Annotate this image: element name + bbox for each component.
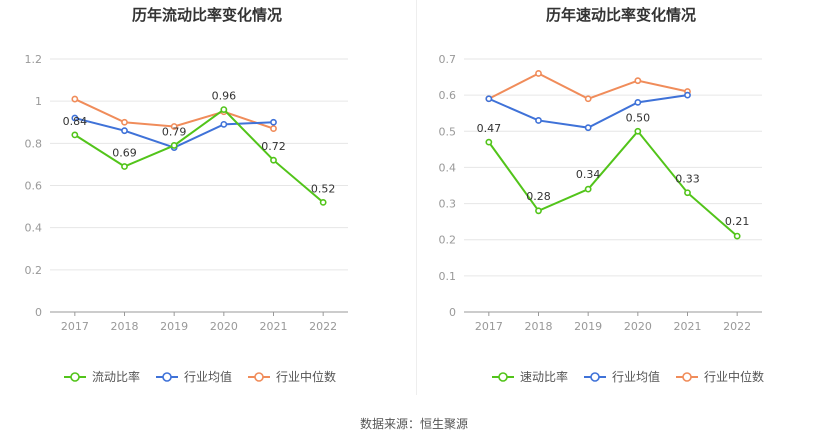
data-point xyxy=(71,95,79,103)
data-point xyxy=(270,125,277,132)
data-point xyxy=(121,163,128,170)
y-tick-label: 0.6 xyxy=(439,89,457,102)
legend-label: 行业中位数 xyxy=(276,369,336,384)
data-point xyxy=(584,185,592,193)
x-tick-label: 2022 xyxy=(309,320,337,333)
data-label: 0.33 xyxy=(675,173,700,186)
quick-ratio-panel: 历年速动比率变化情况 0 0.1 0.2 0.3 0.4 0.5 0.6 0.7 2017 201… xyxy=(414,0,828,400)
data-point xyxy=(71,131,79,139)
y-tick-label: 0.4 xyxy=(439,161,457,174)
data-point xyxy=(684,189,691,197)
legend-label: 行业均值 xyxy=(612,369,660,384)
y-tick-label: 0.1 xyxy=(439,270,457,283)
data-point xyxy=(634,127,642,135)
x-tick-label: 2018 xyxy=(111,320,139,333)
x-tick-label: 2019 xyxy=(160,320,188,333)
legend-marker xyxy=(254,372,264,382)
x-tick-label: 2019 xyxy=(574,320,602,333)
series-line xyxy=(74,108,324,204)
current-ratio-chart: 0 0.2 0.4 0.6 0.8 1 1.2 2017 2018 2019 2020 2021 202… xyxy=(25,53,348,384)
data-label: 0.84 xyxy=(63,115,88,128)
panel-divider xyxy=(416,0,417,395)
y-tick-label: 0.2 xyxy=(439,234,457,247)
y-tick-label: 0 xyxy=(35,306,42,319)
current-ratio-panel: 历年流动比率变化情况 0 0.2 0.4 0.6 0.8 1 1.2 2017 2018 2019… xyxy=(0,0,414,400)
y-tick-label: 0.5 xyxy=(439,125,457,138)
data-point xyxy=(121,118,128,126)
data-label: 0.28 xyxy=(526,190,551,203)
data-point xyxy=(121,127,128,135)
legend-marker xyxy=(590,372,600,382)
legend-label: 流动比率 xyxy=(92,369,140,384)
y-tick-label: 0.8 xyxy=(25,137,43,150)
chart-title: 历年速动比率变化情况 xyxy=(545,6,696,24)
x-tick-label: 2017 xyxy=(61,320,89,333)
y-tick-label: 1.2 xyxy=(25,53,43,66)
y-tick-label: 0 xyxy=(449,306,456,319)
data-point xyxy=(270,118,277,126)
data-point xyxy=(319,198,327,206)
data-point xyxy=(535,207,542,215)
data-label: 0.69 xyxy=(112,147,137,160)
y-tick-label: 1 xyxy=(35,95,42,108)
y-tick-label: 0.7 xyxy=(439,53,457,66)
legend-item: 行业中位数 xyxy=(676,369,764,384)
data-label: 0.79 xyxy=(162,125,187,138)
legend-marker xyxy=(682,372,692,382)
data-point xyxy=(485,138,493,146)
data-source: 数据来源：恒生聚源 xyxy=(359,417,468,431)
data-point xyxy=(270,156,277,164)
legend-marker xyxy=(498,372,508,382)
data-point xyxy=(634,77,642,85)
x-tick-label: 2020 xyxy=(210,320,238,333)
data-point xyxy=(170,123,178,130)
data-point xyxy=(684,91,691,99)
x-tick-label: 2022 xyxy=(723,320,751,333)
legend-item: 行业中位数 xyxy=(248,369,336,384)
series-line xyxy=(488,129,738,237)
data-label: 0.50 xyxy=(626,111,651,124)
y-tick-label: 0.3 xyxy=(439,198,457,211)
data-point xyxy=(71,114,79,122)
x-tick-label: 2017 xyxy=(475,320,503,333)
y-tick-label: 0.6 xyxy=(25,180,43,193)
quick-ratio-chart: 0 0.1 0.2 0.3 0.4 0.5 0.6 0.7 2017 2018 2019 2020 20… xyxy=(439,53,765,384)
x-tick-label: 2021 xyxy=(674,320,702,333)
x-tick-label: 2021 xyxy=(260,320,288,333)
data-point xyxy=(584,124,592,132)
legend-item: 行业均值 xyxy=(156,369,232,384)
legend-label: 行业均值 xyxy=(184,369,232,384)
data-point xyxy=(634,98,642,106)
data-label: 0.52 xyxy=(311,182,336,195)
data-label: 0.47 xyxy=(477,122,502,135)
x-tick-label: 2018 xyxy=(525,320,553,333)
legend-marker xyxy=(70,372,80,382)
data-point xyxy=(220,106,228,113)
legend-item: 流动比率 xyxy=(64,369,140,384)
data-point xyxy=(170,142,178,149)
y-tick-label: 0.2 xyxy=(25,264,43,277)
data-point xyxy=(485,95,493,103)
data-point xyxy=(535,117,542,124)
data-label: 0.34 xyxy=(576,168,601,181)
data-label: 0.96 xyxy=(212,90,237,103)
data-point xyxy=(584,95,592,103)
legend-item: 速动比率 xyxy=(492,369,568,384)
legend-marker xyxy=(162,372,172,382)
data-point xyxy=(535,70,542,77)
data-label: 0.72 xyxy=(261,140,286,153)
data-label: 0.21 xyxy=(725,215,750,228)
legend-label: 速动比率 xyxy=(520,369,568,384)
y-tick-label: 0.4 xyxy=(25,222,43,235)
chart-title: 历年流动比率变化情况 xyxy=(131,6,282,24)
x-tick-label: 2020 xyxy=(624,320,652,333)
legend-label: 行业中位数 xyxy=(704,369,764,384)
legend-item: 行业均值 xyxy=(584,369,660,384)
data-point xyxy=(733,232,741,240)
data-point xyxy=(220,120,228,128)
